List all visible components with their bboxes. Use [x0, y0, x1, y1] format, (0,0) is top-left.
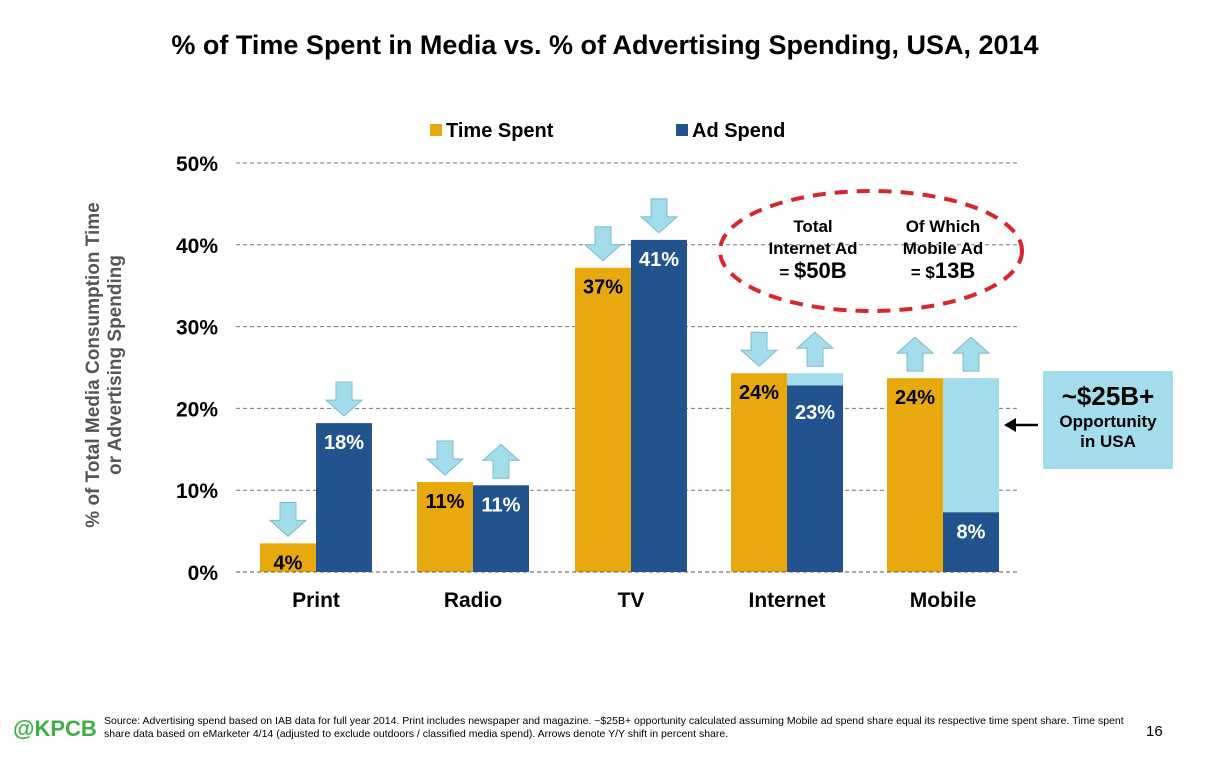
bar-ad-spend-radio — [473, 485, 529, 572]
mobile-label-line-1: Of Which — [905, 217, 981, 236]
mobile-value: 13B — [934, 258, 976, 283]
opportunity-label-line-2: in USA — [1080, 432, 1136, 451]
bar-time-spent-print — [260, 543, 316, 572]
data-label: 4% — [274, 552, 303, 574]
data-label: 11% — [426, 491, 465, 513]
data-label: 37% — [583, 277, 623, 299]
data-label: 23% — [795, 402, 835, 424]
y-tick-label: 0% — [188, 562, 219, 585]
x-tick-label: Print — [292, 589, 340, 612]
y-tick-label: 30% — [176, 317, 218, 340]
y-tick-label: 20% — [176, 398, 218, 421]
data-label: 41% — [639, 249, 679, 271]
page-number: 16 — [1146, 723, 1163, 740]
arrow-down-icon — [324, 381, 364, 417]
mobile-ad-callout: Of Which Mobile Ad = $13B — [878, 216, 1008, 284]
total-label-line-1: Total — [793, 217, 833, 236]
opportunity-box: ~$25B+ Opportunity in USA — [1043, 371, 1173, 469]
total-label-line-2: Internet Ad — [768, 239, 858, 258]
arrow-up-icon — [895, 336, 935, 372]
source-note: Source: Advertising spend based on IAB d… — [104, 715, 1124, 740]
legend-swatch-0 — [430, 124, 442, 136]
x-tick-label: Mobile — [910, 589, 977, 612]
total-internet-ad-callout: Total Internet Ad = $50B — [738, 216, 888, 284]
arrow-up-icon — [481, 443, 521, 479]
bar-time-spent-tv — [575, 267, 631, 572]
y-tick-label: 10% — [176, 480, 218, 503]
chart-title: % of Time Spent in Media vs. % of Advert… — [171, 30, 1039, 60]
bar-ad-spend-tv — [631, 239, 687, 572]
opportunity-amount: ~$25B+ — [1061, 381, 1155, 411]
x-tick-label: Internet — [748, 589, 825, 612]
x-tick-label: Radio — [444, 589, 502, 612]
x-tick-label: TV — [618, 589, 645, 612]
bar-time-spent-radio — [417, 482, 473, 572]
opportunity-gap-bar — [943, 378, 999, 513]
bar-ad-spend-internet — [787, 385, 843, 572]
total-value: $50B — [794, 258, 847, 283]
arrow-up-icon — [951, 336, 991, 372]
bar-time-spent-mobile — [887, 378, 943, 572]
legend-swatch-1 — [676, 124, 688, 136]
arrow-down-icon — [425, 440, 465, 476]
total-equals: = — [779, 263, 790, 282]
legend-label-0: Time Spent — [446, 120, 554, 142]
mobile-value-line: = $13B — [878, 260, 1008, 284]
data-label: 18% — [324, 432, 364, 454]
left-arrow-icon — [1004, 418, 1016, 432]
highlight-oval — [718, 189, 1024, 313]
data-label: 24% — [895, 387, 935, 409]
data-label: 11% — [482, 494, 521, 516]
bar-ad-spend-mobile — [943, 512, 999, 572]
arrow-down-icon — [583, 226, 623, 262]
opportunity-gap-bar — [787, 373, 843, 386]
legend-label-1: Ad Spend — [692, 120, 785, 142]
bar-chart: 0% 10% 20% 30% 40% 50% Time Spent Ad Spend 4% 18%… — [176, 120, 1038, 612]
y-axis-label: % of Total Media Consumption Time or Adv… — [83, 145, 127, 585]
arrow-down-icon — [639, 198, 679, 234]
arrow-down-icon — [739, 331, 779, 367]
kpcb-logo: @KPCB — [13, 716, 97, 741]
mobile-equals: = $ — [910, 263, 935, 282]
y-tick-label: 40% — [176, 235, 218, 258]
total-value-line: = $50B — [738, 260, 888, 284]
bar-ad-spend-print — [316, 423, 372, 572]
data-label: 24% — [739, 382, 779, 404]
arrow-up-icon — [795, 331, 835, 367]
y-tick-label: 50% — [176, 153, 218, 176]
y-axis-label-line-2: or Advertising Spending — [105, 255, 126, 475]
mobile-label-line-2: Mobile Ad — [902, 239, 984, 258]
arrow-down-icon — [268, 501, 308, 538]
data-label: 8% — [957, 521, 986, 543]
bar-time-spent-internet — [731, 373, 787, 572]
y-axis-label-line-1: % of Total Media Consumption Time — [83, 202, 104, 528]
opportunity-label-line-1: Opportunity — [1059, 412, 1157, 431]
